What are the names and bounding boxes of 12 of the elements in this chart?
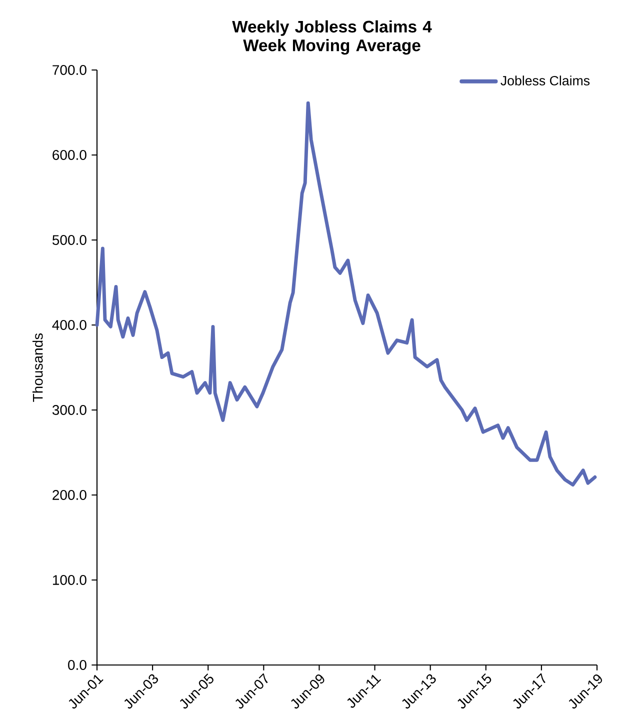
y-tick-label: 500.0: [52, 235, 86, 245]
y-axis-title: Thousands: [32, 333, 43, 402]
y-tick-label: 100.0: [52, 575, 86, 585]
chart-title: Weekly Jobless Claims 4 Week Moving Average: [232, 20, 432, 55]
legend-label: Jobless Claims: [500, 76, 590, 86]
y-tick-label: 600.0: [52, 150, 86, 160]
y-tick-label: 0.0: [68, 660, 86, 670]
line-series: [95, 101, 597, 487]
y-tick-label: 400.0: [52, 320, 86, 330]
y-tick-label: 200.0: [52, 490, 86, 500]
y-tick-label: 700.0: [52, 65, 86, 75]
y-tick-label: 300.0: [52, 405, 86, 415]
